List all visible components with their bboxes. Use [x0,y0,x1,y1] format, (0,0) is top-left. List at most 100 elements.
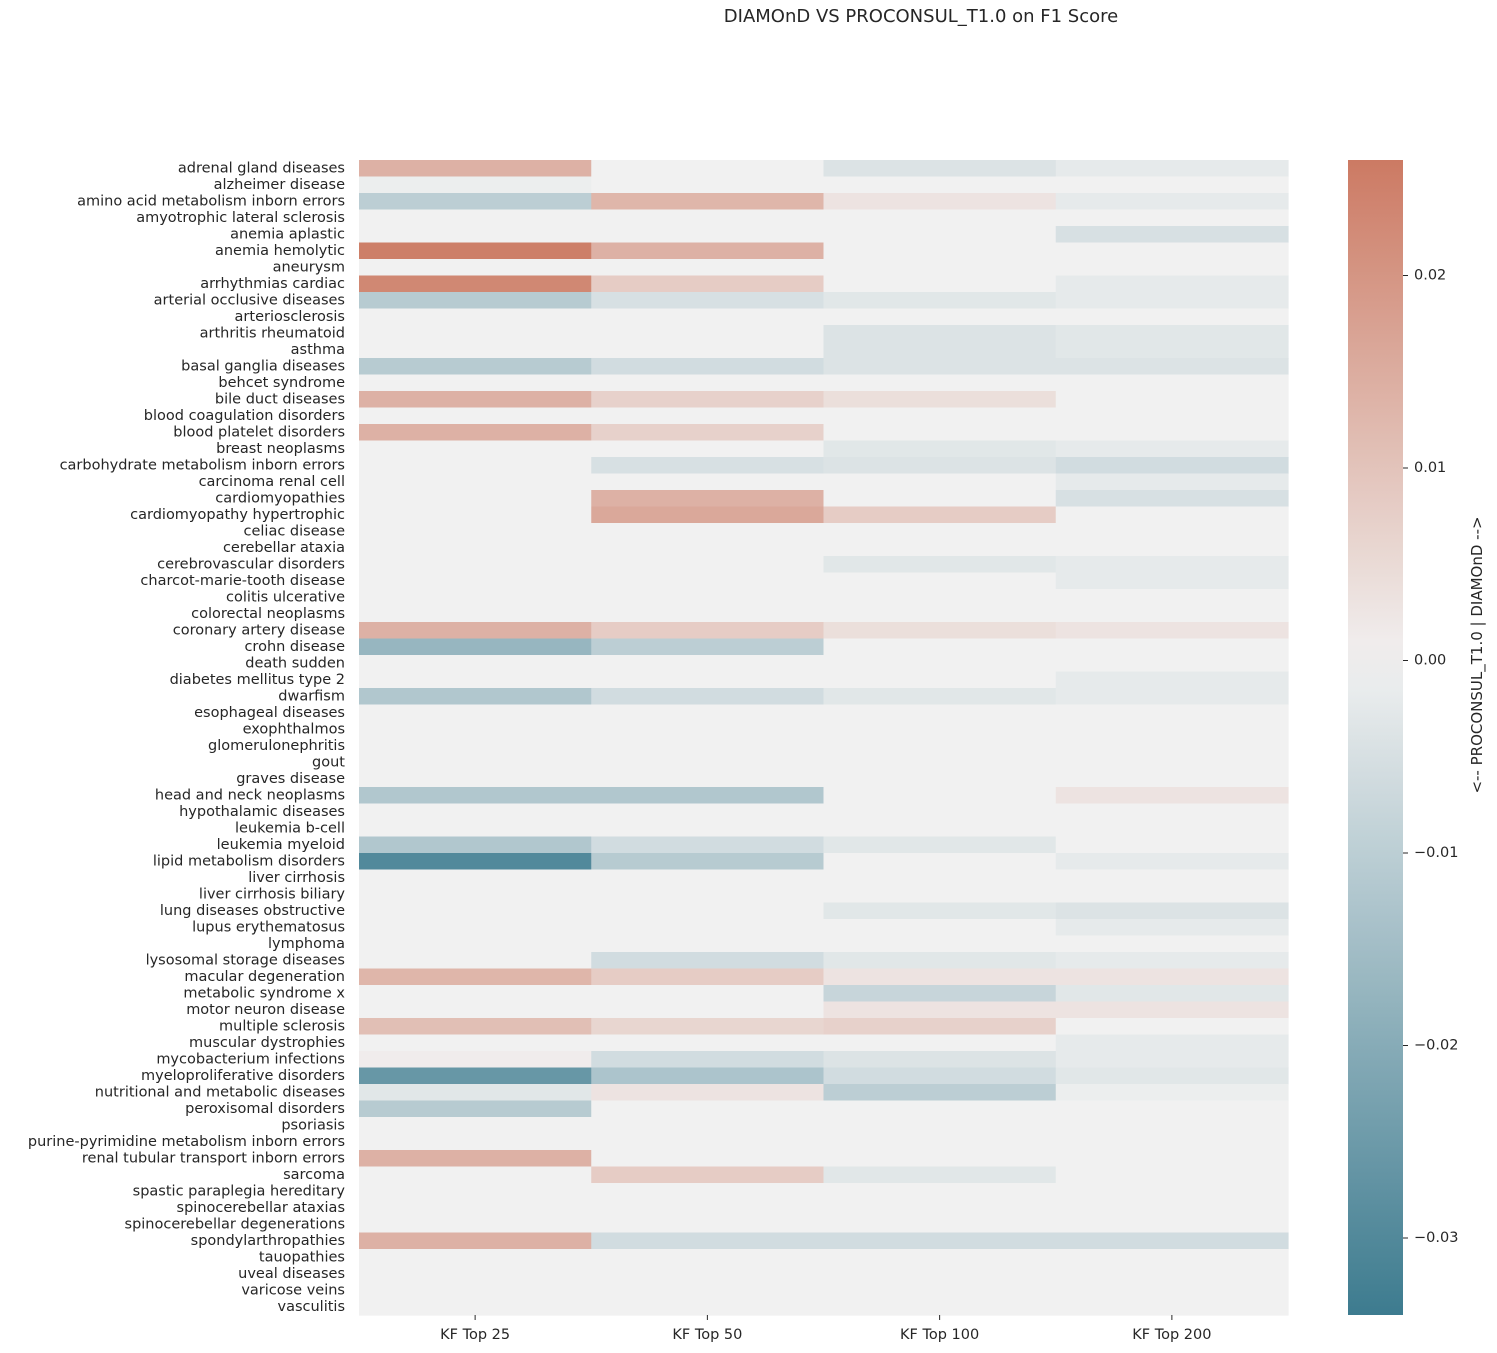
row-label: macular degeneration [184,969,345,985]
row-label: lysosomal storage diseases [146,952,345,968]
heatmap-cell [359,193,592,211]
heatmap-cell [359,737,592,755]
heatmap-cell [1055,374,1289,392]
row-label: arteriosclerosis [235,309,345,325]
heatmap-cell [591,1001,825,1019]
heatmap-cell [359,853,592,871]
row-label: bile duct diseases [215,391,345,407]
row-label: varicose veins [241,1282,345,1298]
heatmap-cell [359,1067,592,1085]
heatmap-cell [823,1216,1057,1234]
heatmap-cell [359,242,592,260]
heatmap-cell [1055,1051,1289,1069]
heatmap-cell [823,869,1057,887]
colorbar [1348,160,1403,1315]
row-label: amino acid metabolism inborn errors [77,193,345,209]
heatmap-cell [1055,325,1289,343]
heatmap-cell [591,193,825,211]
heatmap-cell [823,803,1057,821]
heatmap-cell [1055,902,1289,920]
column-label: KF Top 200 [1132,1327,1211,1343]
colorbar-tick-label: 0.00 [1414,653,1446,669]
heatmap-cell [823,1298,1057,1316]
heatmap-cell [359,1183,592,1201]
row-label: aneurysm [273,259,345,275]
heatmap-cell [1055,787,1289,805]
heatmap-cell [591,902,825,920]
heatmap-cell [591,968,825,986]
heatmap-cell [591,176,825,194]
heatmap-cell [359,605,592,623]
heatmap-cell [1055,1199,1289,1217]
heatmap-cell [359,622,592,640]
heatmap-cell [591,721,825,739]
heatmap-cell [591,226,825,244]
row-label: exophthalmos [243,721,345,737]
row-label: tauopathies [259,1249,345,1265]
row-label: renal tubular transport inborn errors [82,1150,345,1166]
heatmap-cell [591,1133,825,1151]
row-label: spondylarthropathies [191,1233,345,1249]
heatmap-cell [823,374,1057,392]
heatmap-cell [591,655,825,673]
heatmap-cell [823,193,1057,211]
heatmap-cell [823,886,1057,904]
heatmap-cell [591,1282,825,1300]
heatmap-cell [359,292,592,310]
heatmap-cell [359,1265,592,1283]
heatmap-cell [823,358,1057,376]
column-label: KF Top 50 [672,1327,742,1343]
row-label: lipid metabolism disorders [153,853,345,869]
heatmap-cell [1055,985,1289,1003]
heatmap-cell [591,325,825,343]
heatmap-cell [359,787,592,805]
heatmap-cell [591,754,825,772]
heatmap-cell [359,1282,592,1300]
heatmap-cell [1055,1183,1289,1201]
heatmap-cell [591,737,825,755]
heatmap-cell [1055,424,1289,442]
row-label: asthma [291,342,345,358]
heatmap-cell [359,440,592,458]
heatmap-cell [1055,754,1289,772]
heatmap-cell [823,704,1057,722]
heatmap-cell [359,688,592,706]
heatmap-cell [359,457,592,475]
row-label: breast neoplasms [216,441,345,457]
row-label: alzheimer disease [214,177,345,193]
row-label: carcinoma renal cell [199,474,345,490]
heatmap-cell [591,341,825,359]
heatmap-cell [591,820,825,838]
heatmap-cell [1055,226,1289,244]
row-label: esophageal diseases [194,705,345,721]
heatmap-cell [1055,1084,1289,1102]
row-label: sarcoma [283,1167,345,1183]
heatmap-cell [1055,209,1289,227]
row-label: lupus erythematosus [192,919,345,935]
row-label: spinocerebellar degenerations [125,1216,345,1232]
heatmap-cell [359,275,592,293]
row-label: blood coagulation disorders [144,408,345,424]
heatmap-cell [1055,1232,1289,1250]
colorbar-tick-label: −0.02 [1414,1038,1458,1054]
heatmap-cell [823,440,1057,458]
heatmap-cell [823,1051,1057,1069]
heatmap-cell [1055,358,1289,376]
heatmap-cell [823,176,1057,194]
heatmap-cell [823,919,1057,937]
heatmap-cell [359,523,592,541]
heatmap-cell [591,1067,825,1085]
row-label: spinocerebellar ataxias [177,1200,345,1216]
heatmap-cell [591,605,825,623]
colorbar-label: <-- PROCONSUL_T1.0 | DIAMOnD --> [1468,516,1486,794]
heatmap-cell [591,1199,825,1217]
heatmap-cell [823,160,1057,178]
heatmap-cell [591,985,825,1003]
heatmap-cell [591,490,825,508]
heatmap-cell [591,688,825,706]
column-label: KF Top 100 [900,1327,979,1343]
heatmap-cell [359,820,592,838]
heatmap-cell [823,985,1057,1003]
heatmap-cell [823,473,1057,491]
row-label: adrenal gland diseases [178,160,345,176]
